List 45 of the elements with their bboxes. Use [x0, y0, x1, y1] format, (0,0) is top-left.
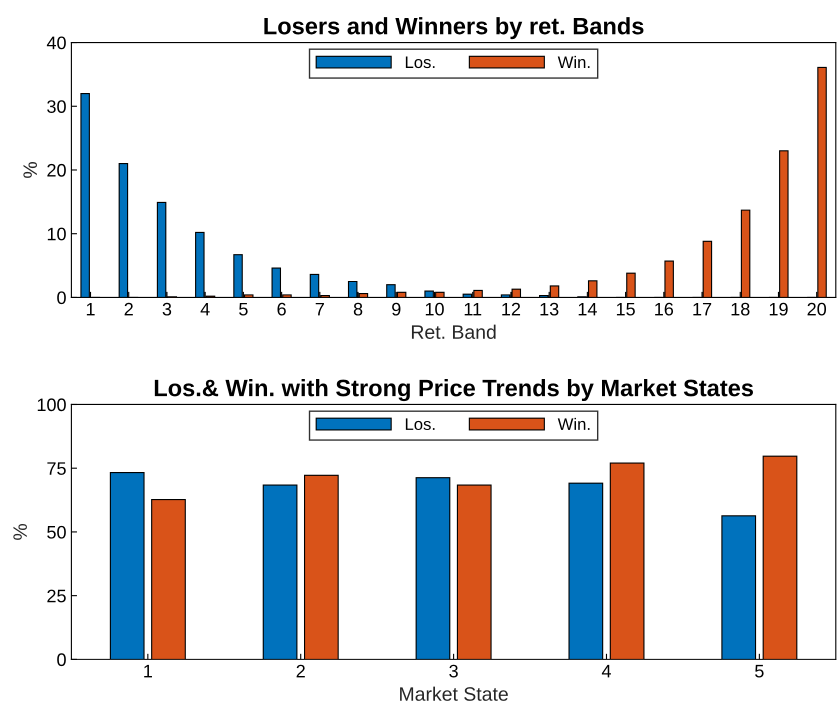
x-tick-label: 9 — [392, 302, 400, 316]
x-tick-label: 12 — [502, 302, 520, 316]
chart-title: Los.& Win. with Strong Price Trends by Market States — [154, 379, 753, 402]
y-tick-label: 30 — [47, 100, 66, 113]
x-tick-label: 4 — [200, 302, 210, 316]
y-tick-label: 40 — [46, 36, 66, 50]
y-axis-title: % — [23, 162, 37, 178]
x-tick-label: 2 — [296, 664, 305, 678]
y-tick-label: 25 — [47, 590, 66, 602]
x-tick-label: 4 — [602, 664, 611, 678]
legend-label: Win. — [558, 56, 590, 68]
x-tick-label: 10 — [426, 302, 444, 316]
x-tick-label: 11 — [464, 302, 482, 316]
chart-title: Losers and Winners by ret. Bands — [264, 17, 644, 40]
legend-label: Los. — [406, 418, 434, 430]
x-tick-label: 17 — [693, 302, 712, 316]
x-tick-label: 5 — [755, 664, 764, 678]
x-tick-label: 8 — [354, 302, 362, 316]
x-tick-label: 1 — [144, 664, 152, 678]
legend-label: Win. — [558, 418, 590, 430]
y-tick-label: 100 — [38, 398, 66, 412]
x-tick-label: 20 — [808, 302, 826, 316]
x-axis-title: Market State — [400, 686, 508, 701]
x-tick-label: 16 — [655, 302, 674, 316]
y-axis-title: % — [13, 524, 27, 540]
x-tick-label: 13 — [540, 302, 558, 316]
y-tick-label: 20 — [47, 164, 66, 177]
x-tick-label: 3 — [162, 302, 172, 316]
x-tick-label: 18 — [732, 302, 750, 316]
x-axis-title: Ret. Band — [412, 324, 496, 339]
y-tick-label: 50 — [47, 526, 66, 539]
x-tick-label: 19 — [770, 302, 788, 316]
x-tick-label: 6 — [278, 302, 286, 316]
x-tick-label: 3 — [449, 664, 458, 678]
y-tick-label: 75 — [47, 462, 66, 475]
x-tick-label: 14 — [578, 302, 597, 316]
y-tick-label: 0 — [57, 653, 66, 666]
y-tick-label: 10 — [48, 228, 66, 240]
x-tick-label: 7 — [316, 302, 324, 316]
x-tick-label: 2 — [124, 302, 133, 316]
x-tick-label: 1 — [86, 302, 95, 316]
x-tick-label: 5 — [239, 302, 248, 316]
y-tick-label: 0 — [57, 291, 66, 304]
legend-label: Los. — [406, 56, 434, 68]
x-tick-label: 15 — [616, 302, 635, 316]
